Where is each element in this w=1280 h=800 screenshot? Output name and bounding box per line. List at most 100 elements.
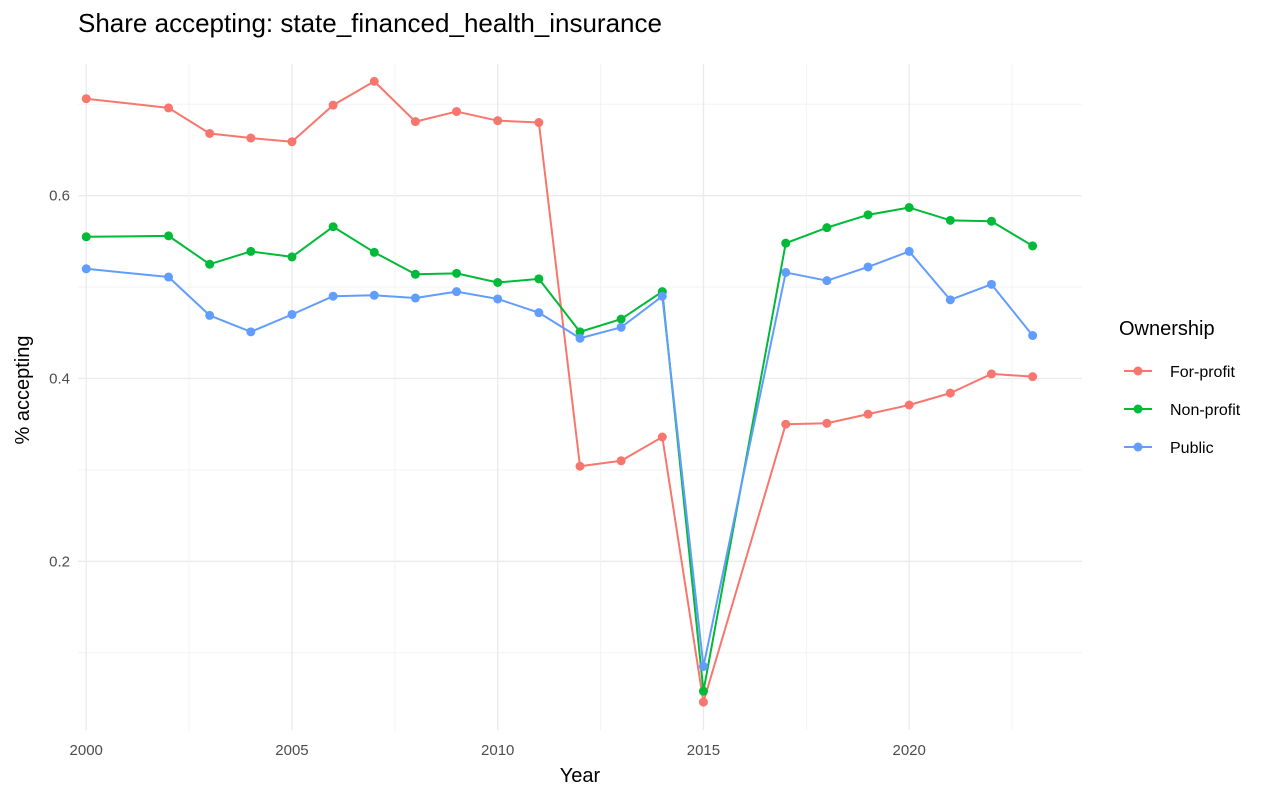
- data-point: [945, 295, 955, 305]
- data-point: [986, 216, 996, 226]
- data-point: [287, 309, 297, 319]
- data-point: [452, 107, 462, 117]
- data-point: [534, 308, 544, 318]
- y-tick-label: 0.4: [49, 370, 70, 387]
- data-point: [410, 293, 420, 303]
- data-point: [246, 246, 256, 256]
- legend-point-swatch: [1133, 404, 1143, 414]
- data-point: [287, 252, 297, 262]
- data-point: [657, 432, 667, 442]
- x-axis-ticks: 2000 2005 2010 2015 2020: [70, 742, 926, 759]
- data-point: [986, 279, 996, 289]
- data-point: [616, 322, 626, 332]
- data-point: [698, 697, 708, 707]
- x-tick-label: 2020: [892, 742, 925, 759]
- series-public: [81, 246, 1038, 671]
- data-point: [781, 419, 791, 429]
- data-point: [822, 223, 832, 233]
- data-point: [616, 456, 626, 466]
- data-point: [575, 327, 585, 337]
- data-point: [81, 264, 91, 274]
- data-point: [452, 287, 462, 297]
- y-axis-ticks: 0.2 0.4 0.6: [49, 188, 70, 571]
- chart-title: Share accepting: state_financed_health_i…: [78, 8, 662, 38]
- data-point: [369, 290, 379, 300]
- data-point: [493, 277, 503, 287]
- data-point: [164, 272, 174, 282]
- data-point: [1028, 241, 1038, 251]
- data-point: [205, 259, 215, 269]
- series-line: [85, 206, 1034, 693]
- data-point: [863, 210, 873, 220]
- legend-item: Non-profit: [1124, 402, 1241, 419]
- series-line: [85, 250, 1034, 668]
- data-point: [863, 409, 873, 419]
- data-point: [81, 232, 91, 242]
- x-tick-label: 2005: [275, 742, 308, 759]
- y-axis-title: % accepting: [12, 336, 34, 445]
- data-point: [986, 369, 996, 379]
- x-tick-label: 2000: [70, 742, 103, 759]
- legend: Ownership For-profit Non-profit Public: [1119, 318, 1241, 457]
- legend-label: Non-profit: [1170, 402, 1241, 419]
- data-point: [863, 262, 873, 272]
- data-point: [904, 400, 914, 410]
- y-tick-label: 0.6: [49, 188, 70, 205]
- data-point: [493, 294, 503, 304]
- legend-point-swatch: [1133, 442, 1143, 452]
- data-point: [781, 238, 791, 248]
- data-point: [246, 133, 256, 143]
- legend-point-swatch: [1133, 366, 1143, 376]
- data-point: [1028, 372, 1038, 382]
- data-point: [328, 222, 338, 232]
- data-point: [328, 291, 338, 301]
- data-point: [205, 310, 215, 320]
- data-point: [616, 314, 626, 324]
- legend-items: For-profit Non-profit Public: [1124, 364, 1241, 457]
- legend-item: Public: [1124, 440, 1214, 457]
- data-point: [822, 276, 832, 286]
- data-point: [452, 268, 462, 278]
- data-point: [410, 269, 420, 279]
- data-point: [328, 100, 338, 110]
- data-point: [164, 103, 174, 113]
- data-point: [904, 203, 914, 213]
- data-point: [945, 388, 955, 398]
- legend-label: Public: [1170, 440, 1214, 457]
- series-lines: [81, 76, 1038, 707]
- y-tick-label: 0.2: [49, 553, 70, 570]
- data-point: [534, 274, 544, 284]
- data-point: [164, 231, 174, 241]
- data-point: [205, 128, 215, 138]
- data-point: [575, 461, 585, 471]
- series-line: [85, 80, 1034, 704]
- data-point: [575, 333, 585, 343]
- data-point: [287, 137, 297, 147]
- data-point: [410, 117, 420, 127]
- series-for-profit: [81, 76, 1038, 707]
- data-point: [493, 116, 503, 126]
- data-point: [781, 267, 791, 277]
- data-point: [534, 118, 544, 128]
- data-point: [822, 418, 832, 428]
- x-axis-title: Year: [560, 765, 601, 787]
- series-non-profit: [81, 203, 1038, 696]
- data-point: [698, 686, 708, 696]
- legend-item: For-profit: [1124, 364, 1235, 381]
- data-point: [246, 327, 256, 337]
- x-tick-label: 2010: [481, 742, 514, 759]
- data-point: [945, 215, 955, 225]
- legend-label: For-profit: [1170, 364, 1235, 381]
- data-point: [698, 661, 708, 671]
- legend-title: Ownership: [1119, 318, 1215, 340]
- data-point: [1028, 331, 1038, 341]
- data-point: [369, 76, 379, 86]
- data-point: [369, 247, 379, 257]
- data-point: [657, 291, 667, 301]
- data-point: [904, 246, 914, 256]
- data-point: [81, 94, 91, 104]
- x-tick-label: 2015: [687, 742, 720, 759]
